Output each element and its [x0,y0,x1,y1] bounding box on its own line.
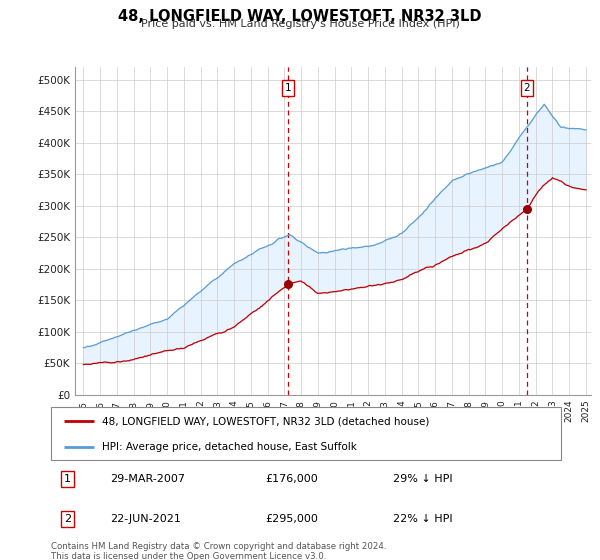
Text: 1: 1 [285,83,292,93]
Text: 29% ↓ HPI: 29% ↓ HPI [393,474,452,484]
FancyBboxPatch shape [51,407,561,460]
Text: 2: 2 [524,83,530,93]
Text: 1: 1 [64,474,71,484]
Text: 29-MAR-2007: 29-MAR-2007 [110,474,185,484]
Text: Contains HM Land Registry data © Crown copyright and database right 2024.
This d: Contains HM Land Registry data © Crown c… [51,542,386,560]
Text: 48, LONGFIELD WAY, LOWESTOFT, NR32 3LD (detached house): 48, LONGFIELD WAY, LOWESTOFT, NR32 3LD (… [102,417,430,427]
Text: 2: 2 [64,514,71,524]
Text: £176,000: £176,000 [265,474,318,484]
Text: 48, LONGFIELD WAY, LOWESTOFT, NR32 3LD: 48, LONGFIELD WAY, LOWESTOFT, NR32 3LD [118,9,482,24]
Point [283,279,293,288]
Text: 22-JUN-2021: 22-JUN-2021 [110,514,181,524]
Text: HPI: Average price, detached house, East Suffolk: HPI: Average price, detached house, East… [102,442,357,452]
Text: £295,000: £295,000 [265,514,318,524]
Text: 22% ↓ HPI: 22% ↓ HPI [393,514,452,524]
Point [522,204,532,213]
Text: Price paid vs. HM Land Registry's House Price Index (HPI): Price paid vs. HM Land Registry's House … [140,19,460,29]
